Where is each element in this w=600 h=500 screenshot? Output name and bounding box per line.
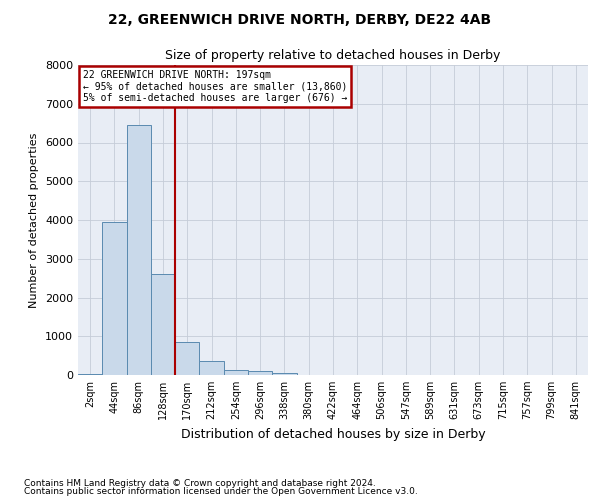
Bar bbox=[248, 371, 272, 375]
Text: Contains HM Land Registry data © Crown copyright and database right 2024.: Contains HM Land Registry data © Crown c… bbox=[24, 478, 376, 488]
Text: Contains public sector information licensed under the Open Government Licence v3: Contains public sector information licen… bbox=[24, 487, 418, 496]
Bar bbox=[151, 274, 175, 375]
Text: 22, GREENWICH DRIVE NORTH, DERBY, DE22 4AB: 22, GREENWICH DRIVE NORTH, DERBY, DE22 4… bbox=[109, 12, 491, 26]
Y-axis label: Number of detached properties: Number of detached properties bbox=[29, 132, 40, 308]
Bar bbox=[78, 374, 102, 375]
Bar bbox=[102, 222, 127, 375]
Title: Size of property relative to detached houses in Derby: Size of property relative to detached ho… bbox=[166, 50, 500, 62]
Text: 22 GREENWICH DRIVE NORTH: 197sqm
← 95% of detached houses are smaller (13,860)
5: 22 GREENWICH DRIVE NORTH: 197sqm ← 95% o… bbox=[83, 70, 347, 103]
Bar bbox=[127, 125, 151, 375]
Bar bbox=[199, 362, 224, 375]
Bar bbox=[175, 342, 199, 375]
Bar bbox=[224, 370, 248, 375]
X-axis label: Distribution of detached houses by size in Derby: Distribution of detached houses by size … bbox=[181, 428, 485, 440]
Bar bbox=[272, 372, 296, 375]
